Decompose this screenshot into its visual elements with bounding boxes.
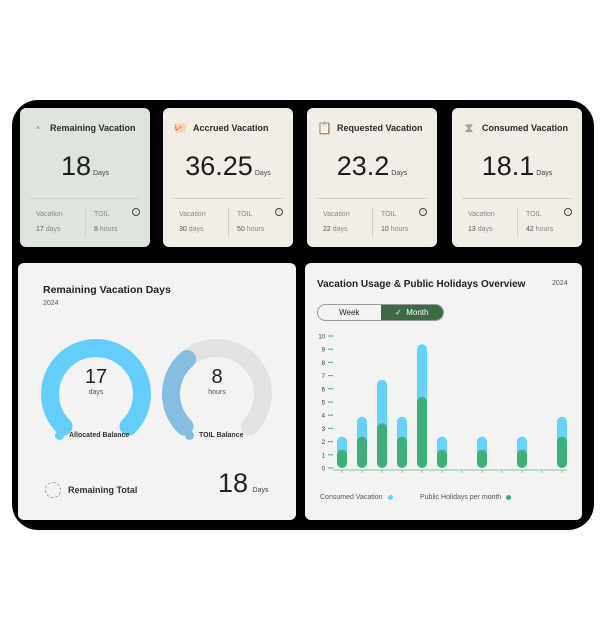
bar-public-holidays (377, 423, 387, 468)
gauge-fill (162, 350, 197, 436)
vacation-label: Vacation (323, 211, 350, 218)
gauge-value-allocated: 17 days (84, 366, 108, 396)
toil-value: 42 hours (526, 226, 554, 233)
card-value: 23.2 (336, 151, 390, 181)
remaining-total: Remaining Total (45, 482, 137, 498)
gauge-value-toil: 8 hours (208, 366, 226, 396)
card-unit: Days (93, 170, 109, 177)
legend-toil: TOIL Balance (185, 431, 243, 440)
card-value: 18 (61, 151, 92, 181)
toil-label: TOIL (381, 211, 397, 218)
y-tick-label: 2 (322, 440, 326, 446)
y-tick-label: 4 (322, 414, 326, 420)
y-tick-label: 10 (318, 335, 325, 341)
bar-public-holidays (357, 436, 367, 468)
toil-label: TOIL (237, 211, 253, 218)
y-tick-label: 6 (322, 387, 326, 393)
y-tick-label: 7 (322, 374, 326, 380)
piggy-bank-icon: 🐖 (173, 121, 188, 135)
y-tick-label: 0 (322, 467, 326, 473)
info-icon[interactable]: i (564, 208, 572, 216)
panel-title: Vacation Usage & Public Holidays Overvie… (317, 279, 526, 290)
card-unit: Days (536, 170, 553, 177)
card-value: 36.25 (185, 151, 253, 181)
panel-year: 2024 (43, 300, 59, 307)
usage-chart: 012345678910JFMAMJJASOND (318, 335, 567, 473)
toil-value: 10 hours (381, 226, 409, 233)
card-requested-vacation: 📋 Requested Vacation 23.2 Days Vacation 22 … (307, 108, 437, 247)
vacation-label: Vacation (179, 211, 206, 218)
y-tick-label: 5 (322, 401, 326, 407)
panel-year: 2024 (552, 280, 568, 287)
bar-public-holidays (517, 449, 527, 468)
y-tick-label: 3 (322, 427, 326, 433)
card-title: Consumed Vacation (482, 123, 569, 133)
clipboard-icon: 📋 (317, 121, 332, 135)
card-accrued-vacation: 🐖 Accrued Vacation 36.25 Days Vacation 30 d… (163, 108, 293, 247)
remaining-total-value: 18 Days (218, 468, 269, 498)
clock-icon (45, 482, 61, 498)
hourglass-icon: ⧗ (464, 121, 474, 135)
gauge-fill (41, 339, 151, 436)
check-icon: ✓ (395, 308, 402, 317)
card-unit: Days (254, 170, 271, 177)
card-title: Remaining Vacation (50, 123, 136, 133)
clock-icon: ◔ (33, 121, 41, 135)
bar-public-holidays (397, 436, 407, 468)
card-consumed-vacation: ⧗ Consumed Vacation 18.1 Days Vacation 13 d… (452, 108, 582, 247)
info-icon[interactable]: i (275, 208, 283, 216)
legend-consumed: Consumed Vacation (320, 494, 393, 501)
y-tick-label: 1 (322, 453, 326, 459)
bar-public-holidays (437, 449, 447, 468)
bar-public-holidays (557, 436, 567, 468)
legend-allocated: Allocated Balance (55, 431, 129, 440)
card-value: 18.1 (481, 151, 535, 181)
card-unit: Days (391, 170, 408, 177)
y-tick-label: 9 (322, 348, 326, 354)
toil-label: TOIL (526, 211, 542, 218)
bar-public-holidays (417, 397, 427, 468)
toil-value: 50 hours (237, 226, 265, 233)
usage-panel: Vacation Usage & Public Holidays Overvie… (305, 263, 582, 520)
remaining-vacation-panel: Remaining Vacation Days 2024 17 days 8 hou… (18, 263, 296, 520)
vacation-value: 30 days (179, 226, 204, 233)
y-tick-label: 8 (322, 361, 326, 367)
period-toggle[interactable]: Week ✓ Month (317, 304, 444, 321)
gauges (41, 339, 272, 436)
tab-month[interactable]: ✓ Month (380, 305, 443, 320)
card-remaining-vacation: ◔ Remaining Vacation 18 Days Vacation 17 da… (20, 108, 150, 247)
panel-title: Remaining Vacation Days (43, 284, 171, 296)
bar-public-holidays (477, 449, 487, 468)
card-title: Requested Vacation (337, 123, 423, 133)
vacation-label: Vacation (36, 211, 63, 218)
card-title: Accrued Vacation (193, 123, 269, 133)
tab-week[interactable]: Week (339, 308, 360, 317)
vacation-value: 17 days (36, 226, 61, 233)
vacation-value: 22 days (323, 226, 348, 233)
info-icon[interactable]: i (132, 208, 140, 216)
vacation-value: 13 days (468, 226, 493, 233)
toil-label: TOIL (94, 211, 110, 218)
legend-holidays: Public Holidays per month (420, 494, 512, 501)
info-icon[interactable]: i (419, 208, 427, 216)
toil-value: 8 hours (94, 226, 118, 233)
vacation-label: Vacation (468, 211, 495, 218)
bar-public-holidays (337, 449, 347, 468)
